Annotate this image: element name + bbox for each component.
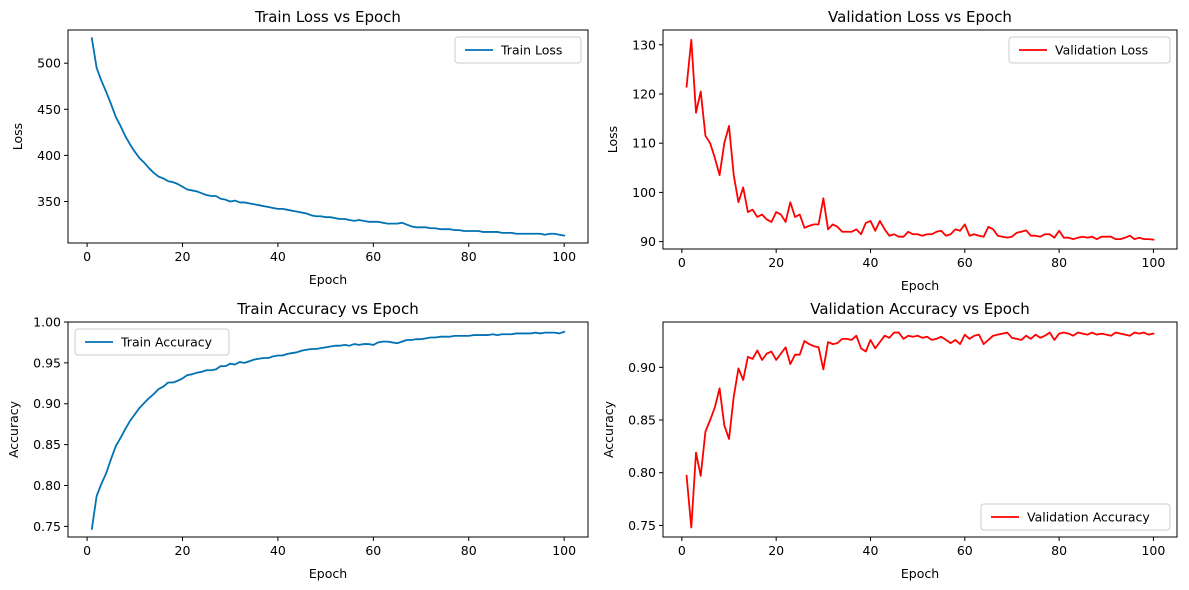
chart-3-y-tick-label: 0.75	[33, 519, 61, 534]
chart-4-legend-box	[980, 503, 1171, 531]
chart-4-axes-frame	[662, 321, 1178, 538]
chart-2-y-tick-label: 110	[632, 136, 656, 151]
chart-3-x-tick-label: 0	[83, 543, 91, 558]
chart-3-x-axis-label: Epoch	[309, 566, 347, 581]
chart-1-x-tick-label: 0	[83, 249, 91, 264]
chart-2-axes-frame	[662, 29, 1178, 250]
chart-1-legend: Train Loss	[454, 36, 582, 64]
chart-4-x-tick-label: 20	[768, 543, 784, 558]
chart-3: Train Accuracy vs Epoch 0 20 40 60 80 100 0.75 0…	[6, 300, 589, 581]
chart-3-x-tick-label: 20	[175, 543, 191, 558]
chart-3-legend-label: Train Accuracy	[120, 335, 213, 350]
chart-2-y-axis-label: Loss	[605, 126, 620, 153]
chart-4-x-tick-label: 80	[1051, 543, 1067, 558]
chart-1-x-axis-label: Epoch	[309, 272, 347, 287]
chart-1-y-tick-label: 500	[37, 56, 61, 71]
chart-2-legend-box	[1008, 36, 1171, 64]
chart-3-axes-frame	[67, 321, 589, 538]
chart-1-x-tick-label: 100	[552, 249, 576, 264]
chart-2-x-axis-label: Epoch	[901, 278, 939, 293]
chart-1-x-tick-label: 20	[175, 249, 191, 264]
chart-4: Validation Accuracy vs Epoch 0 20 40 60 80 100…	[601, 300, 1178, 581]
chart-4-y-tick-label: 0.75	[628, 518, 656, 533]
chart-1-title: Train Loss vs Epoch	[254, 8, 401, 26]
chart-3-y-tick-label: 0.85	[33, 437, 61, 452]
chart-2-y-tick-label: 90	[640, 234, 656, 249]
chart-1-legend-label: Train Loss	[500, 43, 562, 58]
chart-1-y-tick-label: 450	[37, 102, 61, 117]
chart-3-x-tick-label: 80	[461, 543, 477, 558]
chart-2-y-tick-label: 120	[632, 86, 656, 101]
chart-2-series-line	[685, 38, 1155, 241]
chart-2-y-tick-label: 100	[632, 185, 656, 200]
chart-3-title: Train Accuracy vs Epoch	[236, 300, 418, 318]
chart-1-x-tick-label: 80	[461, 249, 477, 264]
chart-1-axes-frame	[67, 29, 589, 244]
chart-4-x-tick-label: 60	[957, 543, 973, 558]
chart-3-series-line	[90, 330, 566, 530]
chart-2-legend-label: Validation Loss	[1055, 43, 1148, 58]
chart-3-x-tick-label: 100	[552, 543, 576, 558]
chart-2-title: Validation Loss vs Epoch	[828, 8, 1012, 26]
chart-4-legend-label: Validation Accuracy	[1027, 510, 1150, 525]
chart-2-y-tick-label: 130	[632, 37, 656, 52]
chart-4-title: Validation Accuracy vs Epoch	[810, 300, 1029, 318]
chart-2-x-tick-label: 60	[957, 255, 973, 270]
chart-2-x-tick-label: 20	[768, 255, 784, 270]
chart-2-x-tick-label: 100	[1141, 255, 1165, 270]
chart-1: Train Loss vs Epoch 0 20 40 60 80 100 350 400 450…	[10, 8, 589, 287]
chart-1-x-tick-label: 40	[270, 249, 286, 264]
chart-2-x-tick-label: 80	[1051, 255, 1067, 270]
chart-4-series-line	[685, 331, 1155, 529]
chart-4-y-tick-label: 0.80	[628, 465, 656, 480]
chart-1-y-tick-label: 350	[37, 194, 61, 209]
chart-4-y-axis-label: Accuracy	[601, 400, 616, 458]
chart-2: Validation Loss vs Epoch 0 20 40 60 80 100 90 10…	[605, 8, 1178, 293]
chart-3-legend: Train Accuracy	[74, 328, 230, 356]
chart-3-y-tick-label: 0.95	[33, 355, 61, 370]
chart-2-x-tick-label: 0	[678, 255, 686, 270]
chart-3-y-tick-label: 1.00	[33, 315, 61, 330]
chart-1-series-line	[90, 37, 566, 237]
chart-4-x-tick-label: 100	[1141, 543, 1165, 558]
chart-4-x-axis-label: Epoch	[901, 566, 939, 581]
chart-2-x-tick-label: 40	[863, 255, 879, 270]
chart-1-y-tick-label: 400	[37, 148, 61, 163]
chart-4-x-tick-label: 40	[863, 543, 879, 558]
chart-4-y-tick-label: 0.85	[628, 413, 656, 428]
chart-1-y-axis-label: Loss	[10, 123, 25, 150]
chart-4-x-tick-label: 0	[678, 543, 686, 558]
chart-4-legend: Validation Accuracy	[980, 503, 1171, 531]
chart-3-x-tick-label: 60	[365, 543, 381, 558]
chart-3-y-tick-label: 0.90	[33, 396, 61, 411]
chart-1-x-tick-label: 60	[365, 249, 381, 264]
chart-1-legend-box	[454, 36, 582, 64]
chart-3-y-axis-label: Accuracy	[6, 400, 21, 458]
chart-3-legend-box	[74, 328, 230, 356]
chart-3-x-tick-label: 40	[270, 543, 286, 558]
chart-4-y-tick-label: 0.90	[628, 360, 656, 375]
chart-2-legend: Validation Loss	[1008, 36, 1171, 64]
chart-3-y-tick-label: 0.80	[33, 478, 61, 493]
